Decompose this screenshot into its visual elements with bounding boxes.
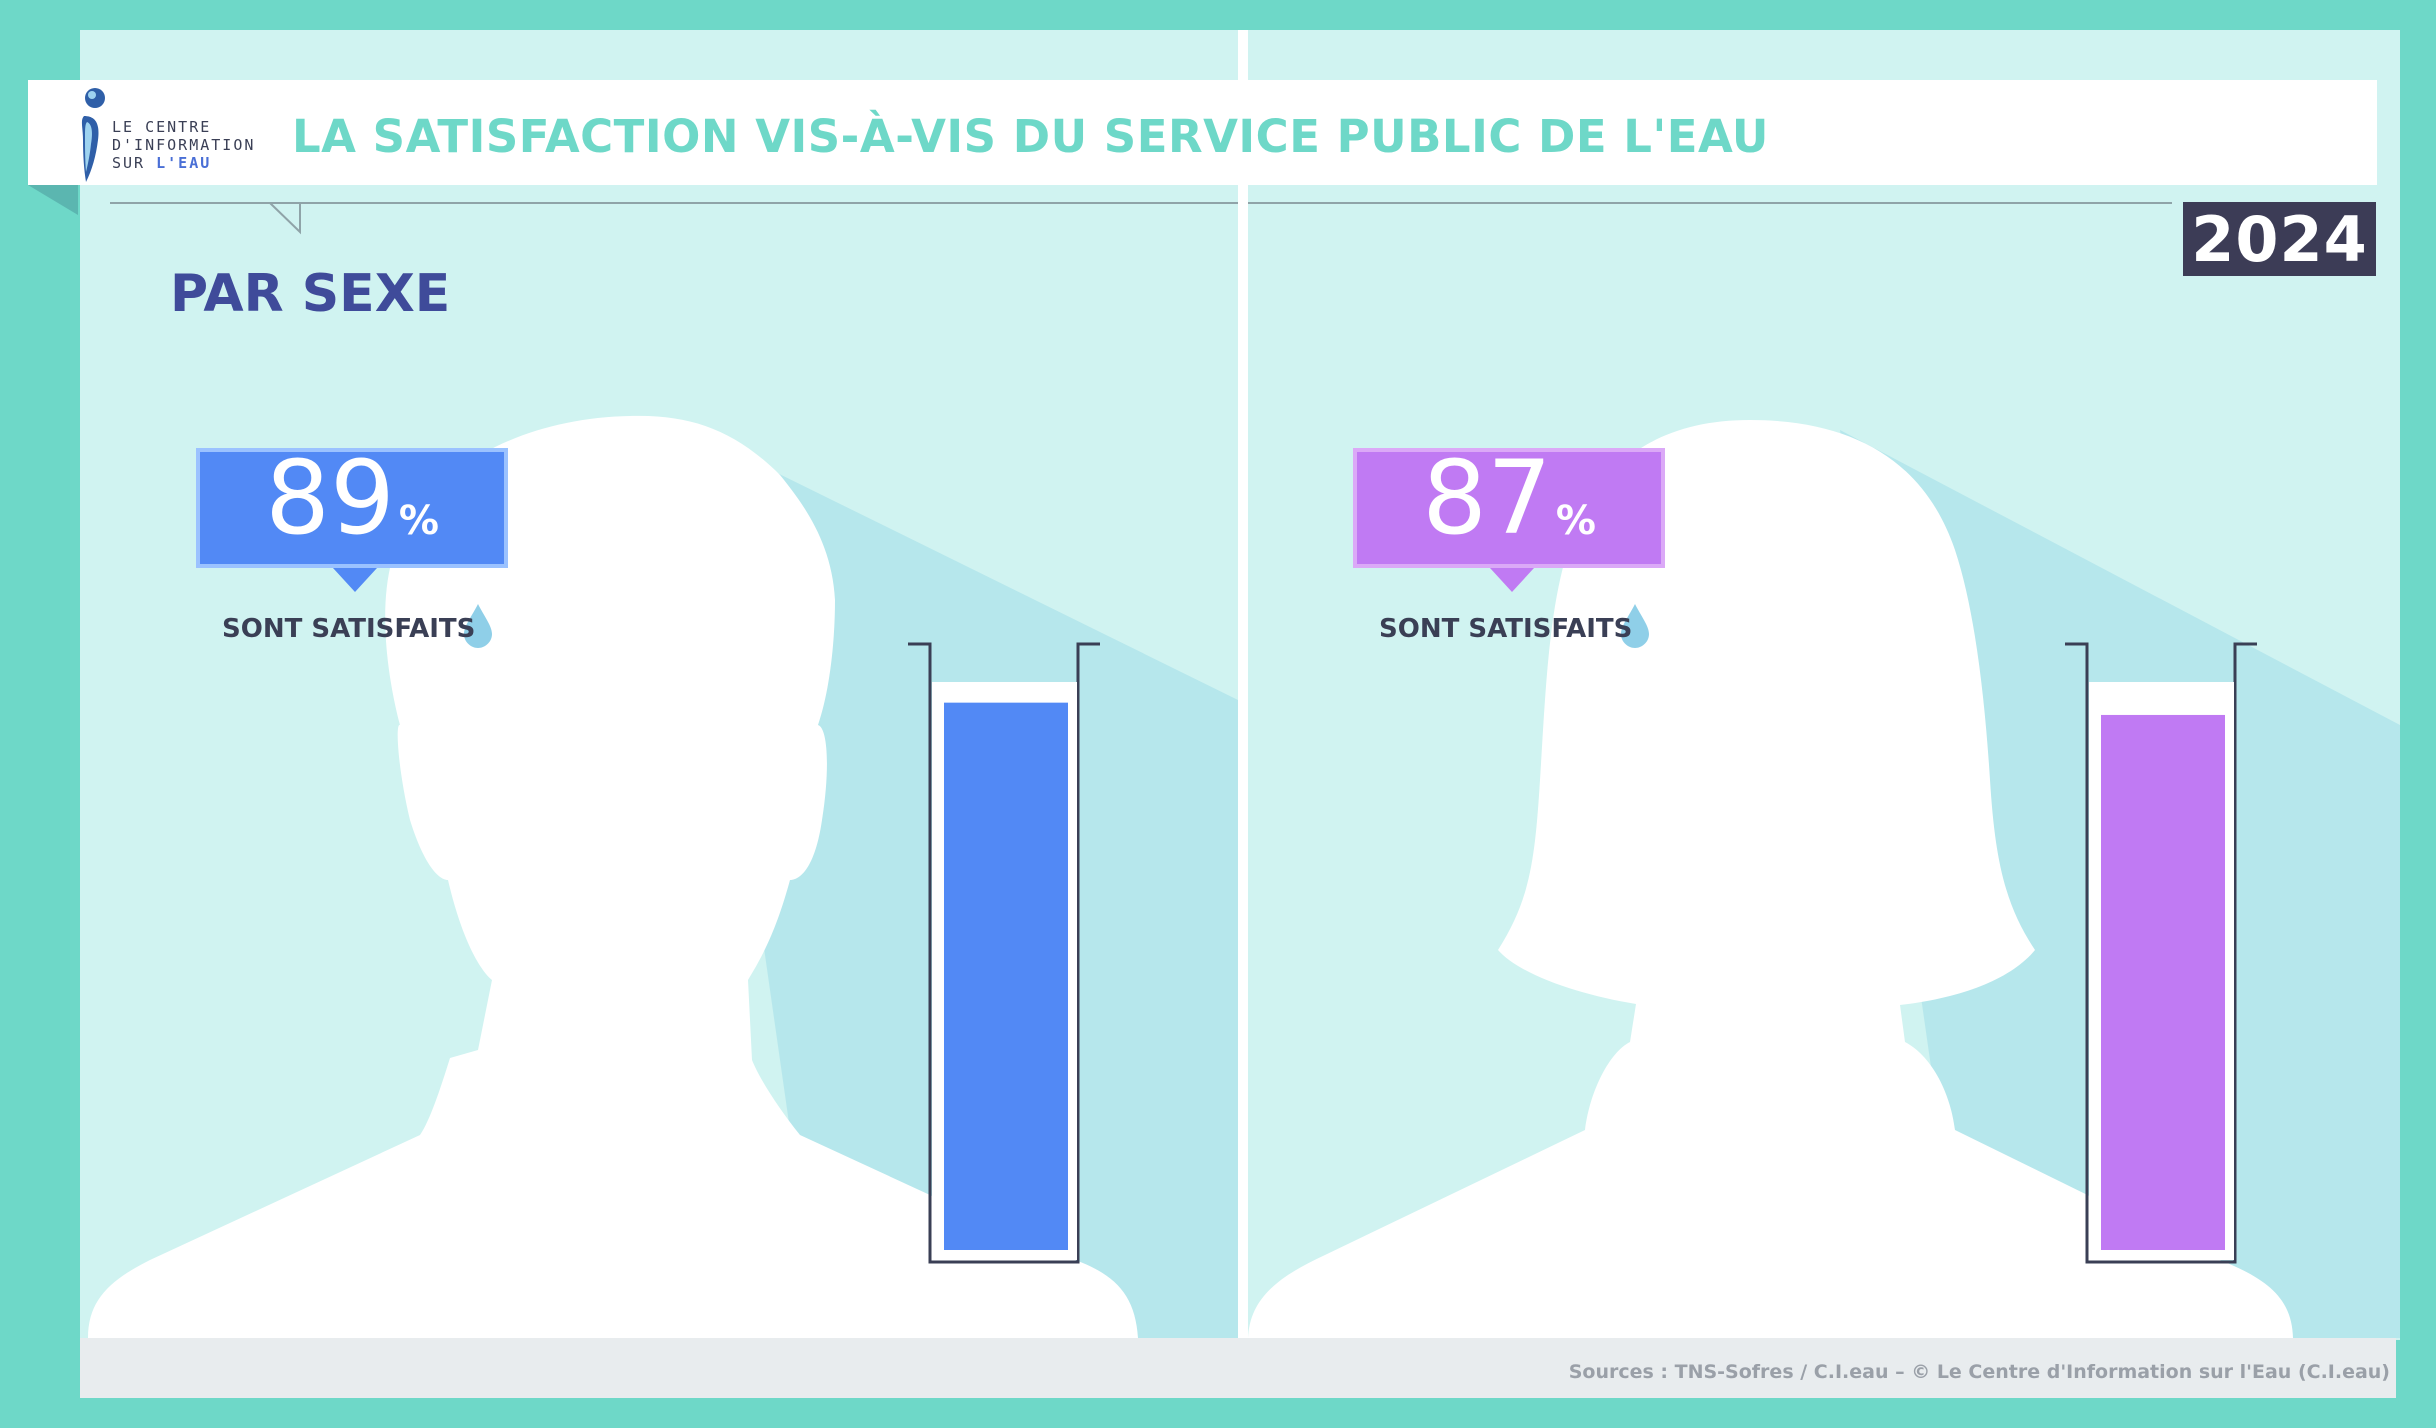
header-fold xyxy=(28,185,78,215)
water-drop-icon xyxy=(464,604,492,648)
section-title: PAR SEXE xyxy=(170,264,451,324)
logo-text-line3-prefix: SUR xyxy=(112,154,157,172)
value-female-unit: % xyxy=(1555,498,1596,544)
year-badge: 2024 xyxy=(2183,202,2376,276)
value-box-male: 89% xyxy=(196,448,508,568)
caption-female: SONT SATISFAITS xyxy=(1379,614,1633,644)
value-box-female: 87% xyxy=(1353,448,1665,568)
bar-female-satisfaction xyxy=(2101,714,2225,1250)
source-text: Sources : TNS-Sofres / C.I.eau – © Le Ce… xyxy=(1568,1361,2390,1383)
page-title: LA SATISFACTION VIS-À-VIS DU SERVICE PUB… xyxy=(292,110,1769,163)
header-divider-notch xyxy=(269,202,301,235)
value-female: 87 xyxy=(1422,439,1552,558)
logo-text-line3-accent: L'EAU xyxy=(156,154,212,172)
female-silhouette-icon xyxy=(1248,420,2293,1338)
bar-container-male xyxy=(908,642,1100,1264)
logo-text-line2: D'INFORMATION xyxy=(112,136,256,154)
value-box-female-pointer xyxy=(1490,568,1534,592)
water-drop-icon xyxy=(1621,604,1649,648)
bar-container-female xyxy=(2065,642,2257,1264)
value-box-male-pointer xyxy=(333,568,377,592)
header-bar xyxy=(28,80,2377,185)
logo-text-line3: SUR L'EAU xyxy=(112,154,211,172)
cieau-logo-icon xyxy=(81,88,105,182)
source-bar xyxy=(80,1338,2396,1398)
value-male: 89 xyxy=(265,439,395,558)
logo-text-line1: LE CENTRE xyxy=(112,118,212,136)
bar-male-satisfaction xyxy=(944,702,1068,1250)
value-male-unit: % xyxy=(398,498,439,544)
caption-male: SONT SATISFAITS xyxy=(222,614,476,644)
male-silhouette-icon xyxy=(88,415,1138,1338)
panel-divider xyxy=(1238,30,1248,1340)
